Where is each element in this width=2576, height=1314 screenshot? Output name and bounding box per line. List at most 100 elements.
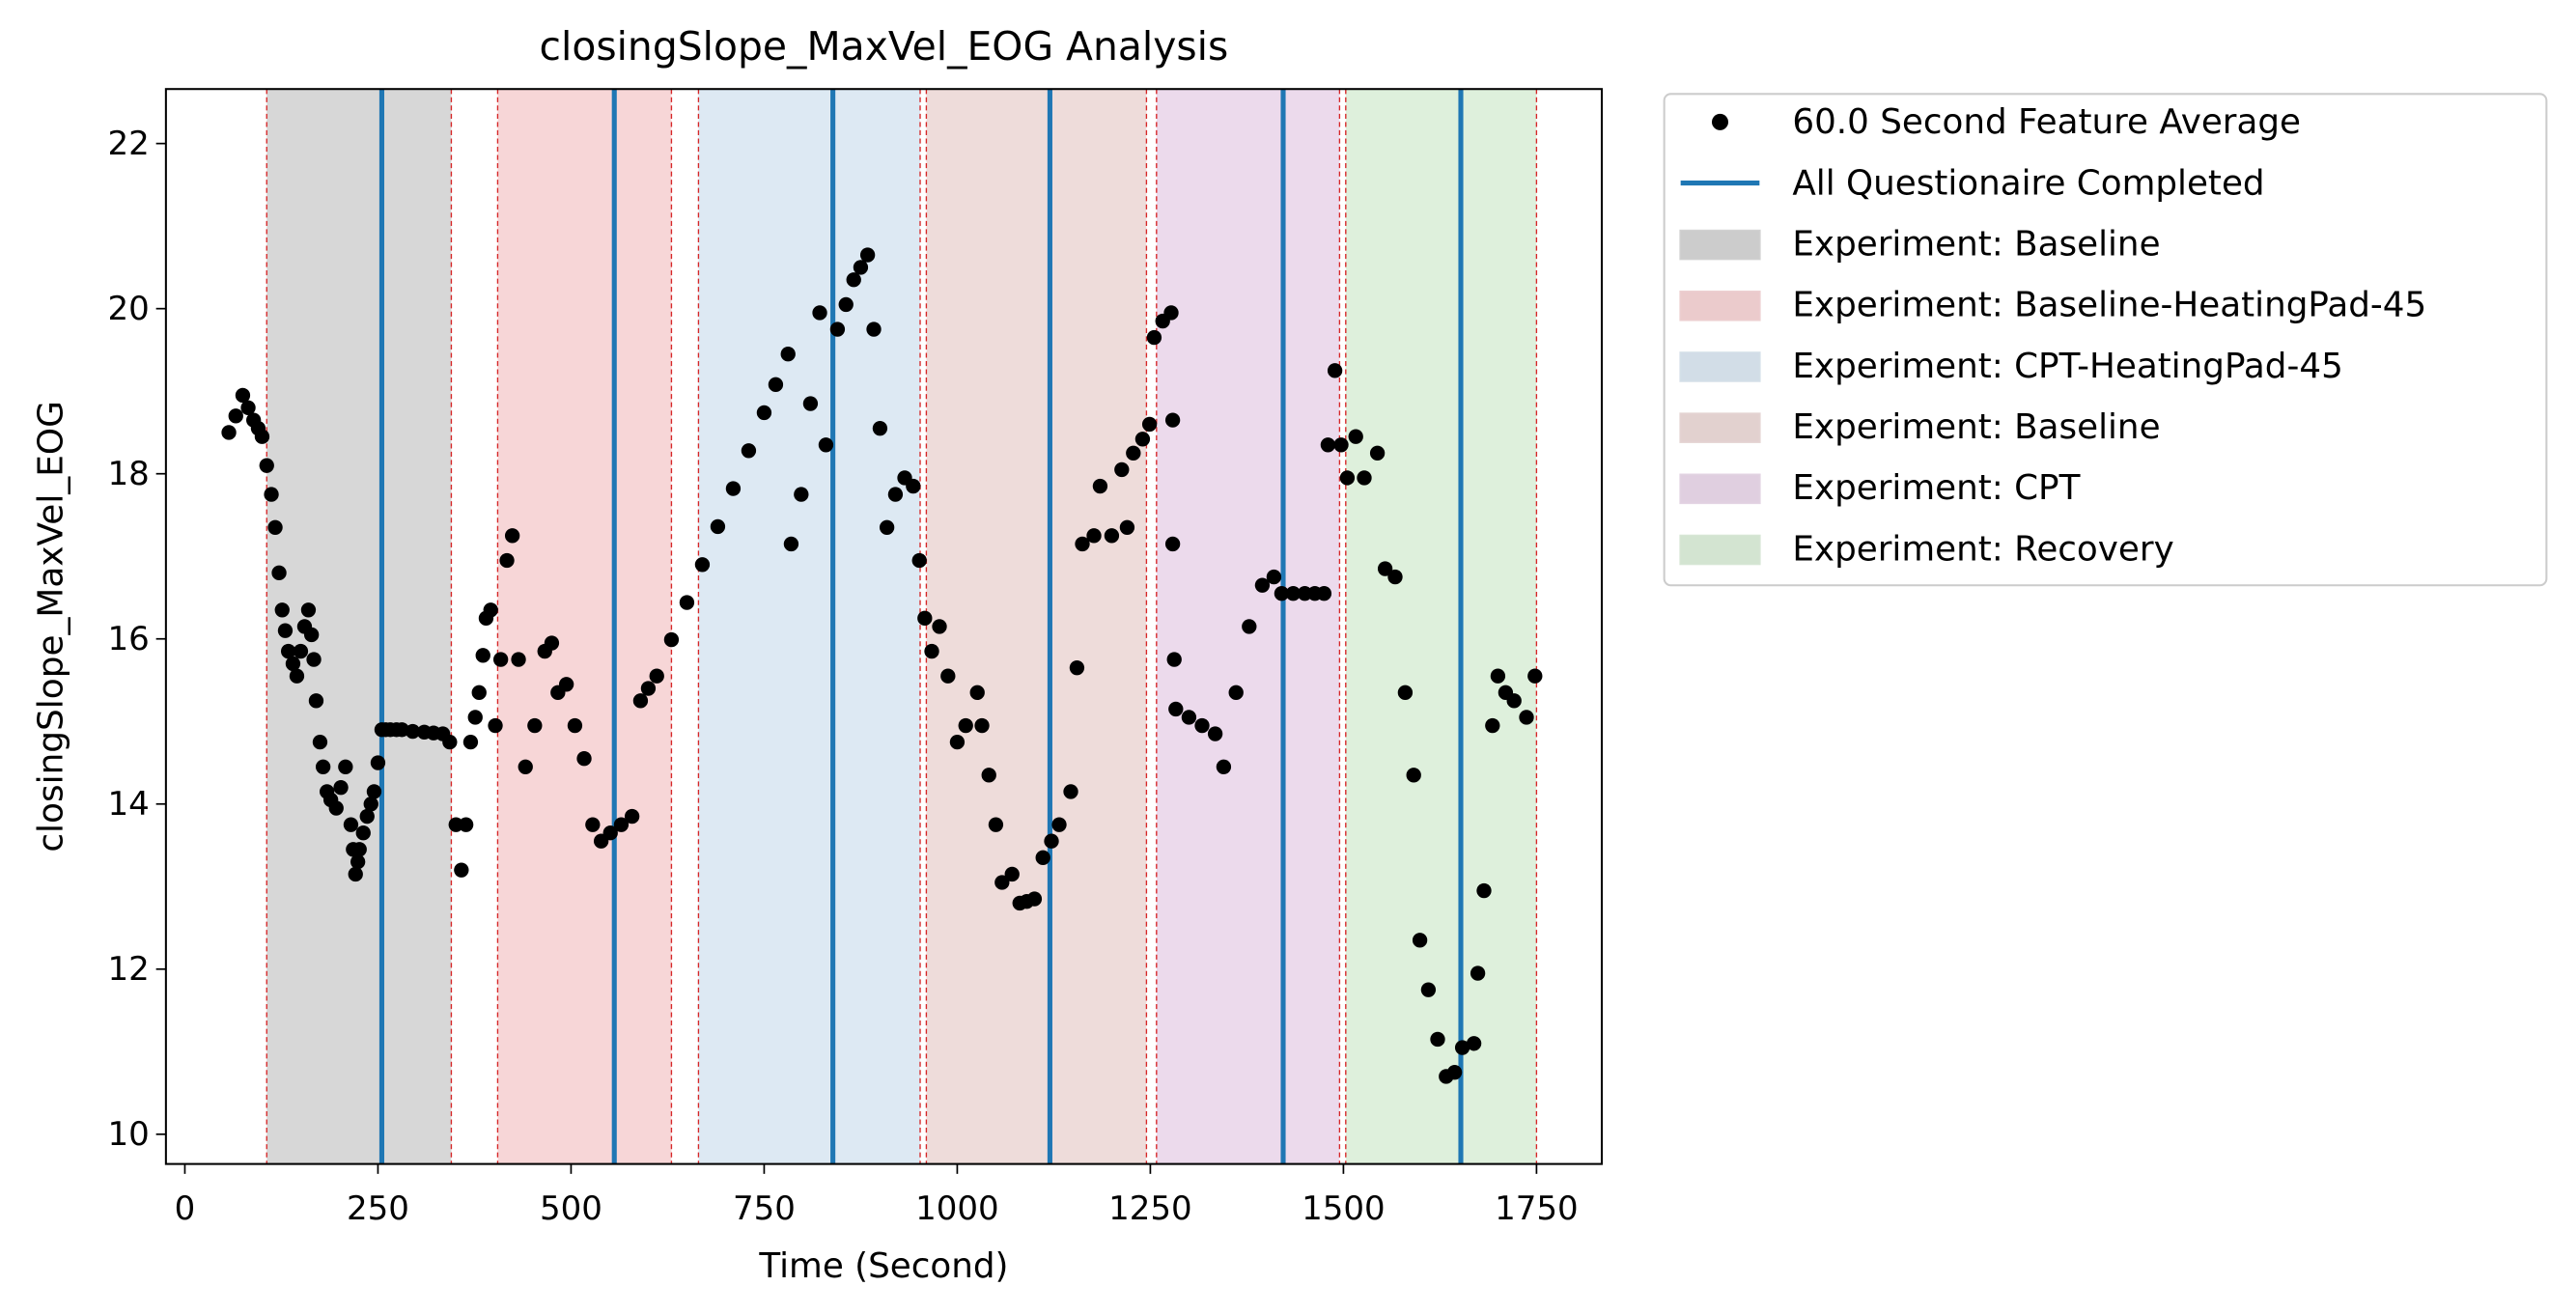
data-point [312,734,328,750]
data-point [308,693,324,709]
data-point [467,710,483,725]
data-point [518,759,533,774]
data-point [1063,784,1078,799]
data-point [355,825,371,841]
data-point [1119,519,1135,535]
y-tick-label: 14 [108,785,150,824]
data-point [1333,437,1349,453]
data-point [306,652,322,667]
data-point [471,685,487,701]
data-point [1430,1031,1445,1048]
data-point [285,656,301,672]
legend-label: Experiment: CPT-HeatingPad-45 [1792,347,2342,386]
data-point [988,817,1004,832]
legend-box [1663,93,2548,587]
data-point [1285,586,1302,601]
data-point [1092,478,1108,494]
data-point [350,853,366,870]
data-point [710,518,726,535]
legend-label: Experiment: CPT [1792,468,2080,508]
data-point [694,557,711,573]
data-point [274,602,290,618]
data-point [1466,1036,1482,1051]
data-point [240,400,256,415]
data-point [679,595,695,610]
data-point [1490,668,1506,684]
data-point [1320,437,1336,453]
data-point [585,817,601,832]
data-point [527,717,543,734]
data-point [1216,759,1232,774]
data-point [1164,536,1181,552]
data-point [932,619,947,634]
legend-patch [1679,229,1761,261]
data-point [1166,652,1182,667]
data-point [887,487,904,502]
data-point [1134,432,1151,447]
data-point [756,405,772,421]
data-point [1266,569,1282,585]
data-point [802,396,819,411]
data-point [1163,305,1179,321]
data-point [663,631,680,648]
data-point [1051,817,1067,832]
y-tick-label: 16 [108,620,150,658]
data-point [442,734,458,750]
data-point [818,437,834,453]
chart-title: closingSlope_MaxVel_EOG Analysis [540,23,1229,70]
data-point [768,377,784,393]
data-point [838,296,854,313]
data-point [911,552,927,569]
data-point [866,322,882,337]
x-tick-label: 1750 [1495,1189,1579,1228]
legend-patch [1679,412,1761,443]
x-tick-label: 750 [733,1189,796,1228]
data-point [1026,891,1043,907]
data-point [1044,833,1059,849]
data-point [859,247,876,263]
data-point [958,717,973,734]
data-point [280,643,296,659]
data-point [359,808,375,825]
x-axis-label: Time (Second) [758,1246,1008,1286]
data-point [812,305,827,321]
data-point [267,519,283,535]
data-point [1519,710,1534,725]
data-point [277,623,294,638]
data-point [949,734,966,750]
data-point [394,722,409,738]
data-point [289,668,305,684]
data-point [544,635,560,651]
data-point [1194,717,1210,734]
legend-label: All Questionaire Completed [1792,163,2264,203]
data-point [1274,586,1290,601]
data-point [1412,933,1428,948]
plot-area [221,89,1543,1164]
data-point [632,693,649,709]
y-tick-label: 10 [108,1115,150,1154]
data-point [1069,659,1085,676]
legend-label: Experiment: Baseline-HeatingPad-45 [1792,286,2426,325]
data-point [333,779,349,796]
data-point [602,825,618,841]
x-tick-label: 1500 [1302,1189,1386,1228]
data-point [1114,461,1130,478]
data-point [846,272,861,288]
data-point [1476,882,1492,899]
data-point [363,797,378,812]
data-point [1004,866,1020,882]
data-point [504,528,520,544]
data-point [511,652,526,667]
y-tick-label: 12 [108,950,150,989]
legend-marker [1711,113,1729,130]
data-point [1377,561,1393,576]
data-point [370,755,386,770]
data-point [1485,717,1500,734]
y-tick-label: 22 [108,125,150,163]
data-point [366,784,382,799]
data-point [315,759,331,774]
x-tick-label: 1250 [1108,1189,1192,1228]
data-point [1406,768,1421,783]
data-point [488,717,503,734]
